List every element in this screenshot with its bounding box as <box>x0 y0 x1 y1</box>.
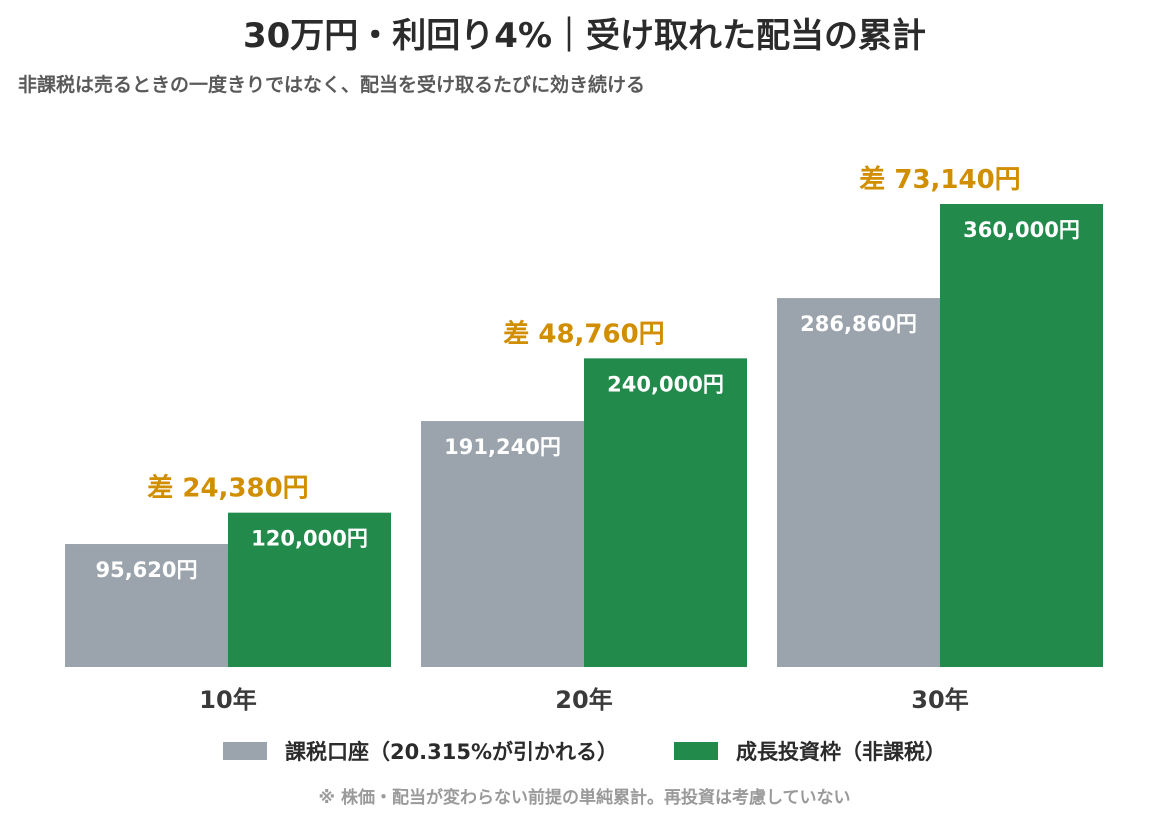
bar-nisa-2 <box>584 358 747 667</box>
subtitle: 非課税は売るときの一度きりではなく、配当を受け取るたびに効き続ける <box>18 74 646 96</box>
x-tick-label-2: 20年 <box>555 686 612 714</box>
bar-value-label-taxable-3: 286,860円 <box>800 312 917 336</box>
bar-taxable-2 <box>421 421 584 667</box>
x-tick-label-3: 30年 <box>911 686 968 714</box>
bar-value-label-nisa-2: 240,000円 <box>607 372 724 396</box>
legend: 課税口座（20.315%が引かれる） 成長投資枠（非課税） <box>0 736 1169 766</box>
difference-label-3: 差 73,140円 <box>859 164 1020 195</box>
bar-taxable-1 <box>65 544 228 667</box>
page-title: 30万円・利回り4%｜受け取れた配当の累計 <box>242 16 927 56</box>
legend-label-nisa: 成長投資枠（非課税） <box>736 740 947 764</box>
bar-nisa-3 <box>940 204 1103 667</box>
bar-taxable-3 <box>777 298 940 667</box>
bar-value-label-nisa-3: 360,000円 <box>963 218 1080 242</box>
legend-label-taxable: 課税口座（20.315%が引かれる） <box>284 740 619 764</box>
difference-label-2: 差 48,760円 <box>503 318 664 349</box>
difference-label-1: 差 24,380円 <box>147 473 308 504</box>
bar-value-label-taxable-2: 191,240円 <box>444 435 561 459</box>
x-tick-label-1: 10年 <box>199 686 256 714</box>
legend-item-nisa: 成長投資枠（非課税） <box>674 736 946 766</box>
legend-swatch-taxable <box>222 742 267 760</box>
bar-value-label-taxable-1: 95,620円 <box>95 558 197 582</box>
bar-chart: 95,620円 120,000円 差 24,380円 10年 191,240円 240,0… <box>65 164 1103 714</box>
footnote: ※ 株価・配当が変わらない前提の単純累計。再投資は考慮していない <box>318 788 851 808</box>
bar-nisa-1 <box>228 512 391 667</box>
legend-swatch-nisa <box>674 742 719 760</box>
legend-item-taxable: 課税口座（20.315%が引かれる） <box>222 736 619 766</box>
bar-value-label-nisa-1: 120,000円 <box>251 527 368 551</box>
